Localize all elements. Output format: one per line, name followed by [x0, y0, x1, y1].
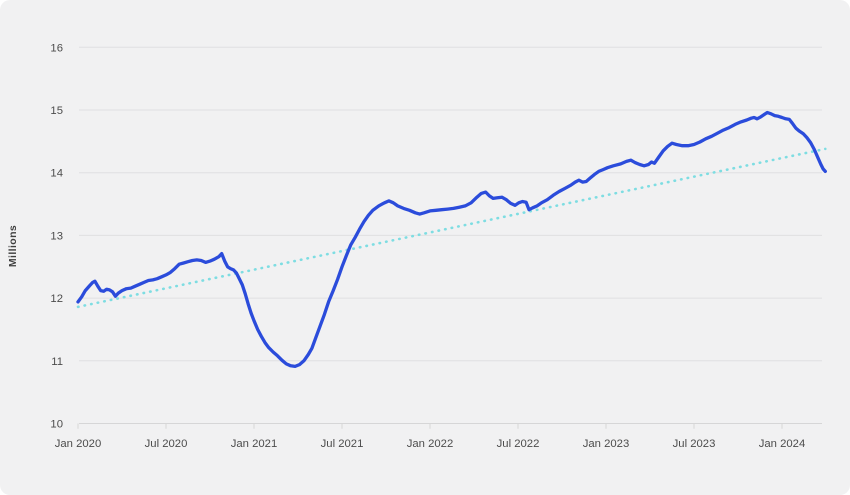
x-tick-label: Jul 2023: [673, 438, 716, 450]
x-tick-label: Jan 2024: [759, 438, 805, 450]
y-tick-label: 15: [50, 105, 63, 117]
y-tick-label: 12: [50, 293, 63, 305]
y-tick-label: 14: [50, 168, 63, 180]
x-tick-label: Jul 2022: [497, 438, 540, 450]
x-tick-label: Jul 2020: [145, 438, 188, 450]
x-tick-label: Jan 2020: [55, 438, 101, 450]
trend-line: [76, 147, 827, 309]
y-tick-label: 10: [50, 419, 63, 431]
x-tick-label: Jan 2021: [231, 438, 277, 450]
x-tick-label: Jan 2022: [407, 438, 453, 450]
data-line: [76, 110, 827, 369]
y-tick-label: 13: [50, 230, 63, 242]
x-tick-label: Jul 2021: [321, 438, 364, 450]
y-tick-label: 11: [51, 356, 63, 368]
x-tick-label: Jan 2023: [583, 438, 629, 450]
y-tick-label: 16: [50, 42, 63, 54]
